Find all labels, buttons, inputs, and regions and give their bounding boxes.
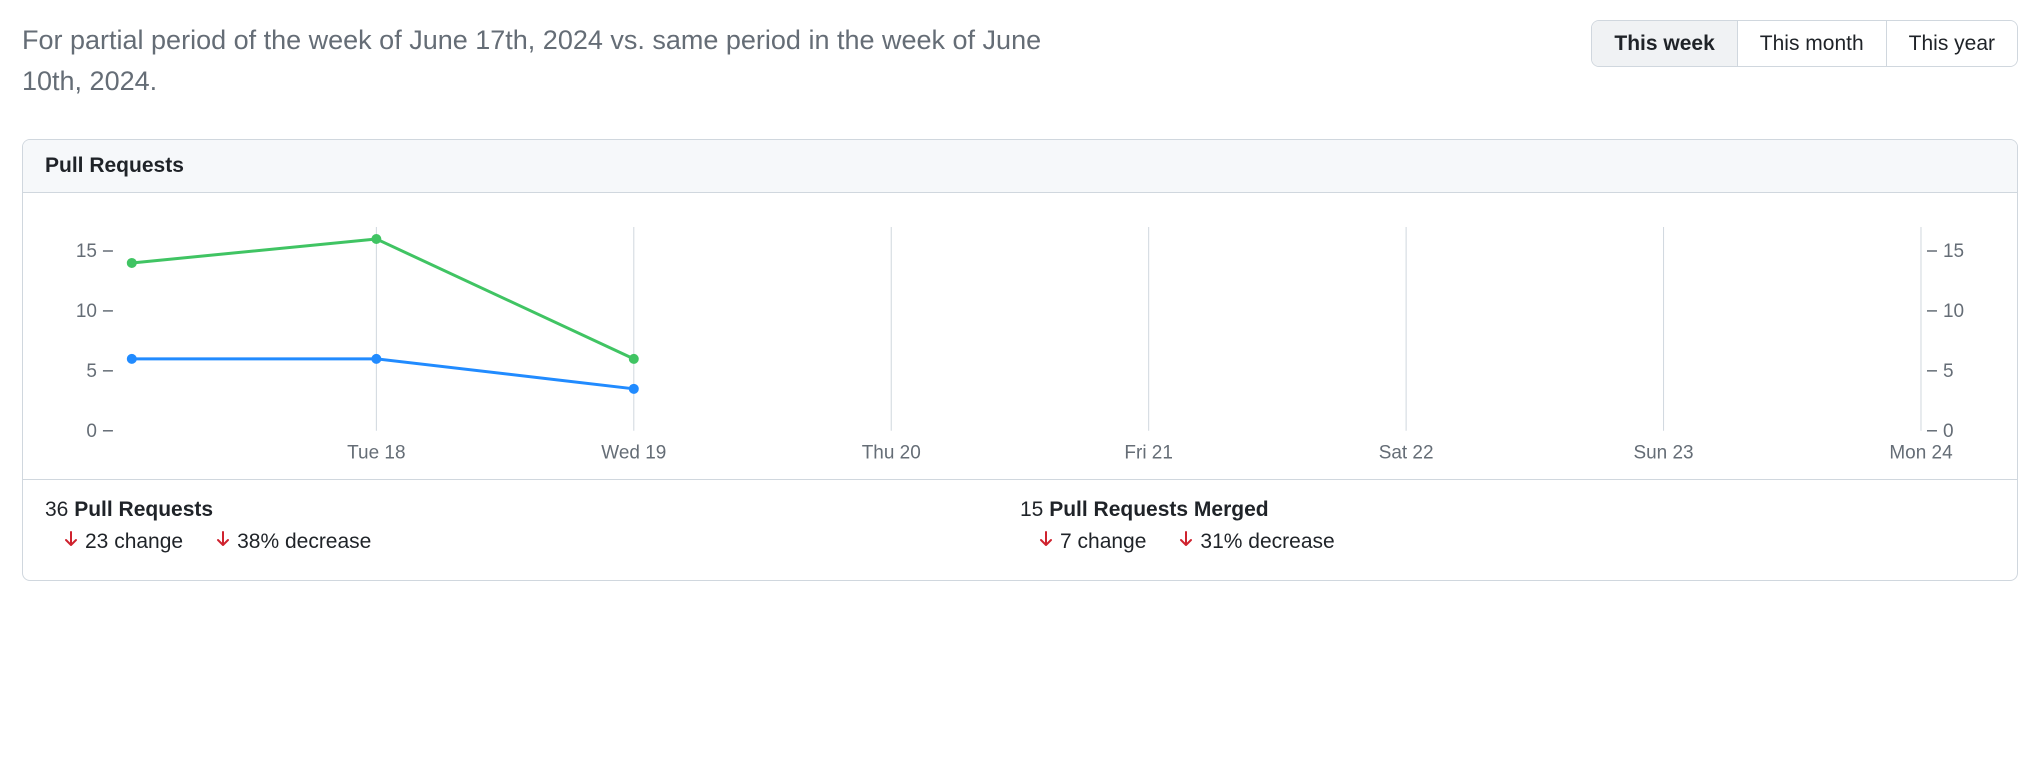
stat-deltas: 23 change 38% decrease (45, 530, 1020, 554)
svg-text:Sun 23: Sun 23 (1633, 443, 1693, 464)
arrow-down-icon (1178, 530, 1194, 554)
stat-delta: 7 change (1038, 530, 1146, 554)
svg-text:Sat 22: Sat 22 (1379, 443, 1434, 464)
pull-requests-chart: 0 5 10 15 0 5 10 15 Tue 18 Wed 19 Thu 20 Fri 21 Sat … (45, 221, 1995, 469)
stats-row: 36 Pull Requests 23 change 38% decrease 15 … (23, 480, 2017, 580)
stat-delta-text: 7 change (1060, 530, 1146, 554)
stat-block: 36 Pull Requests 23 change 38% decrease (45, 498, 1020, 554)
stat-delta: 38% decrease (215, 530, 371, 554)
svg-text:10: 10 (1943, 301, 1964, 322)
svg-text:Thu 20: Thu 20 (862, 443, 921, 464)
svg-text:Tue 18: Tue 18 (347, 443, 405, 464)
svg-text:0: 0 (1943, 421, 1954, 442)
stat-deltas: 7 change 31% decrease (1020, 530, 1995, 554)
svg-text:15: 15 (76, 241, 97, 262)
arrow-down-icon (63, 530, 79, 554)
arrow-down-icon (1038, 530, 1054, 554)
svg-text:5: 5 (86, 361, 97, 382)
range-segmented-control: This weekThis monthThis year (1591, 20, 2018, 67)
stat-label: Pull Requests Merged (1049, 498, 1268, 521)
range-tab-this-month[interactable]: This month (1737, 21, 1886, 66)
stat-count: 36 (45, 498, 74, 521)
pull-requests-panel: Pull Requests 0 5 10 15 0 5 10 15 Tue 18 Wed 19 Th… (22, 139, 2018, 581)
svg-text:5: 5 (1943, 361, 1954, 382)
stat-block: 15 Pull Requests Merged 7 change 31% decre… (1020, 498, 1995, 554)
svg-text:10: 10 (76, 301, 97, 322)
header-row: For partial period of the week of June 1… (22, 20, 2018, 101)
chart-area: 0 5 10 15 0 5 10 15 Tue 18 Wed 19 Thu 20 Fri 21 Sat … (23, 193, 2017, 480)
stat-delta: 23 change (63, 530, 183, 554)
svg-text:Fri 21: Fri 21 (1124, 443, 1173, 464)
svg-text:0: 0 (86, 421, 97, 442)
arrow-down-icon (215, 530, 231, 554)
range-tab-this-week[interactable]: This week (1592, 21, 1736, 66)
stat-delta-text: 31% decrease (1200, 530, 1334, 554)
range-tab-this-year[interactable]: This year (1886, 21, 2017, 66)
svg-text:Mon 24: Mon 24 (1889, 443, 1952, 464)
stat-delta: 31% decrease (1178, 530, 1334, 554)
panel-title: Pull Requests (23, 140, 2017, 193)
stat-title: 15 Pull Requests Merged (1020, 498, 1995, 522)
svg-text:15: 15 (1943, 241, 1964, 262)
stat-delta-text: 23 change (85, 530, 183, 554)
stat-label: Pull Requests (74, 498, 213, 521)
period-description: For partial period of the week of June 1… (22, 20, 1102, 101)
stat-delta-text: 38% decrease (237, 530, 371, 554)
stat-count: 15 (1020, 498, 1049, 521)
stat-title: 36 Pull Requests (45, 498, 1020, 522)
svg-text:Wed 19: Wed 19 (601, 443, 666, 464)
